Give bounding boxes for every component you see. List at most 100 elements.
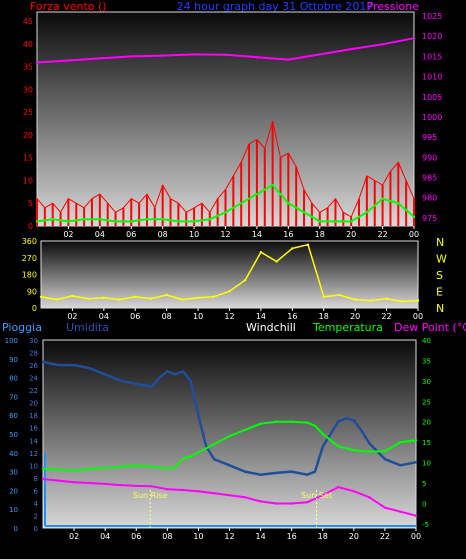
temperature-point: [243, 428, 247, 432]
dewpoint-point: [399, 510, 402, 513]
x-tick-label: 02: [67, 312, 77, 321]
wind-direction-point: [259, 251, 263, 254]
x-tick-label: 14: [252, 230, 262, 239]
y-tick-label: 35: [23, 63, 33, 72]
dewpoint-point: [166, 488, 169, 491]
wind-average-point: [208, 218, 211, 221]
dewpoint-point: [243, 496, 247, 499]
y-tick-label: 0: [14, 525, 18, 533]
pressure-point: [67, 59, 70, 62]
temperature-point: [135, 464, 138, 467]
y-tick-label: 70: [9, 393, 18, 401]
y-tick-label: 35: [422, 357, 431, 365]
graph-title: 24 hour graph day 31 Ottobre 2017: [177, 0, 374, 13]
y-tick-label: -5: [422, 521, 429, 529]
temp-humidity-series: [41, 360, 418, 527]
wind-direction-point: [55, 298, 58, 301]
x-tick-label: 00: [409, 230, 419, 239]
humidity-point: [104, 373, 107, 376]
humidity-point: [414, 461, 418, 464]
humidity-point: [344, 417, 348, 420]
y-tick-label: 10: [23, 176, 33, 185]
wind-direction-point: [416, 299, 420, 302]
y-tick-label: 20: [422, 419, 431, 427]
y-tick-label: 12: [29, 450, 38, 458]
x-tick-label: 10: [193, 312, 203, 321]
y-tick-label: 990: [422, 153, 437, 162]
humidity-point: [368, 442, 371, 445]
y-tick-label: 20: [9, 487, 18, 495]
x-tick-label: 00: [413, 312, 423, 321]
humidity-point: [290, 470, 293, 473]
y-tick-label: 5: [422, 480, 426, 488]
temperature-point: [399, 441, 402, 444]
humidity-point: [321, 445, 324, 448]
wind-direction-point: [338, 293, 341, 297]
x-tick-label: 22: [377, 230, 387, 239]
temperature-point: [150, 465, 153, 468]
dewpoint-point: [135, 484, 138, 488]
y-tick-label: 180: [22, 271, 37, 280]
x-tick-label: 16: [283, 230, 293, 239]
pressure-point: [381, 43, 384, 46]
y-tick-label: 25: [422, 398, 431, 406]
temperature-point: [383, 450, 387, 453]
humidity-point: [399, 464, 402, 467]
x-tick-label: 20: [350, 312, 360, 321]
pressure-axis-ticks: 1025 1020 1015 1010 1005 1000 995 990 985 980 975: [422, 12, 442, 223]
wind-direction-point: [322, 295, 325, 298]
x-tick-label: 16: [287, 532, 297, 541]
y-tick-label: W: [436, 253, 447, 266]
y-tick-label: 30: [23, 85, 33, 94]
wind-direction-point: [149, 297, 153, 300]
y-tick-label: N: [436, 302, 444, 315]
wind-average-point: [35, 220, 39, 223]
x-tick-label: 06: [131, 532, 141, 541]
temperature-point: [290, 420, 293, 423]
sun-marker-label: Sun Set: [301, 491, 332, 500]
temperature-point: [88, 467, 91, 470]
temperature-point: [189, 455, 192, 458]
y-tick-label: 10: [9, 506, 18, 514]
y-tick-label: 80: [9, 375, 18, 383]
y-tick-label: 20: [23, 131, 33, 140]
y-tick-label: 25: [23, 108, 33, 117]
humidity-point: [181, 370, 185, 373]
direction-degree-ticks: 360 270 180 90 0: [22, 237, 37, 313]
wind-average-point: [98, 218, 102, 221]
wind-direction-point: [165, 293, 168, 297]
dewpoint-point: [352, 490, 355, 493]
humidity-point: [88, 367, 91, 370]
temperature-point: [41, 467, 45, 470]
humidity-line: [42, 360, 417, 476]
y-tick-label: 980: [422, 194, 437, 203]
wind-average-point: [397, 202, 400, 205]
x-tick-label: 20: [346, 230, 356, 239]
wind-direction-point: [369, 299, 373, 302]
y-tick-label: 45: [23, 17, 33, 26]
y-tick-label: 30: [29, 337, 38, 345]
x-tick-label: 14: [256, 312, 266, 321]
wind-average-point: [318, 220, 321, 223]
x-tick-label: 22: [380, 532, 390, 541]
x-tick-label: 12: [224, 312, 234, 321]
wind-average-point: [192, 220, 196, 223]
temperature-point: [414, 438, 418, 442]
time-axis-panel3: 02 04 06 08 10 12 14 16 18 20 22 00: [69, 528, 421, 541]
wind-average-point: [145, 218, 149, 221]
x-tick-label: 18: [315, 230, 325, 239]
wind-direction-point: [401, 300, 404, 303]
wind-direction-point: [244, 278, 247, 282]
pressure-point: [318, 53, 321, 56]
x-tick-label: 12: [220, 230, 230, 239]
y-tick-label: 16: [29, 425, 38, 433]
x-tick-label: 18: [318, 532, 328, 541]
y-tick-label: 2: [34, 512, 38, 520]
humidity-point: [274, 471, 278, 475]
pressure-point: [412, 37, 416, 40]
x-tick-label: 14: [255, 532, 265, 541]
humidity-point: [150, 385, 153, 389]
y-tick-label: 0: [422, 500, 426, 508]
y-tick-label: 1025: [422, 12, 442, 21]
wind-strength-label: Forza vento (): [30, 0, 107, 13]
